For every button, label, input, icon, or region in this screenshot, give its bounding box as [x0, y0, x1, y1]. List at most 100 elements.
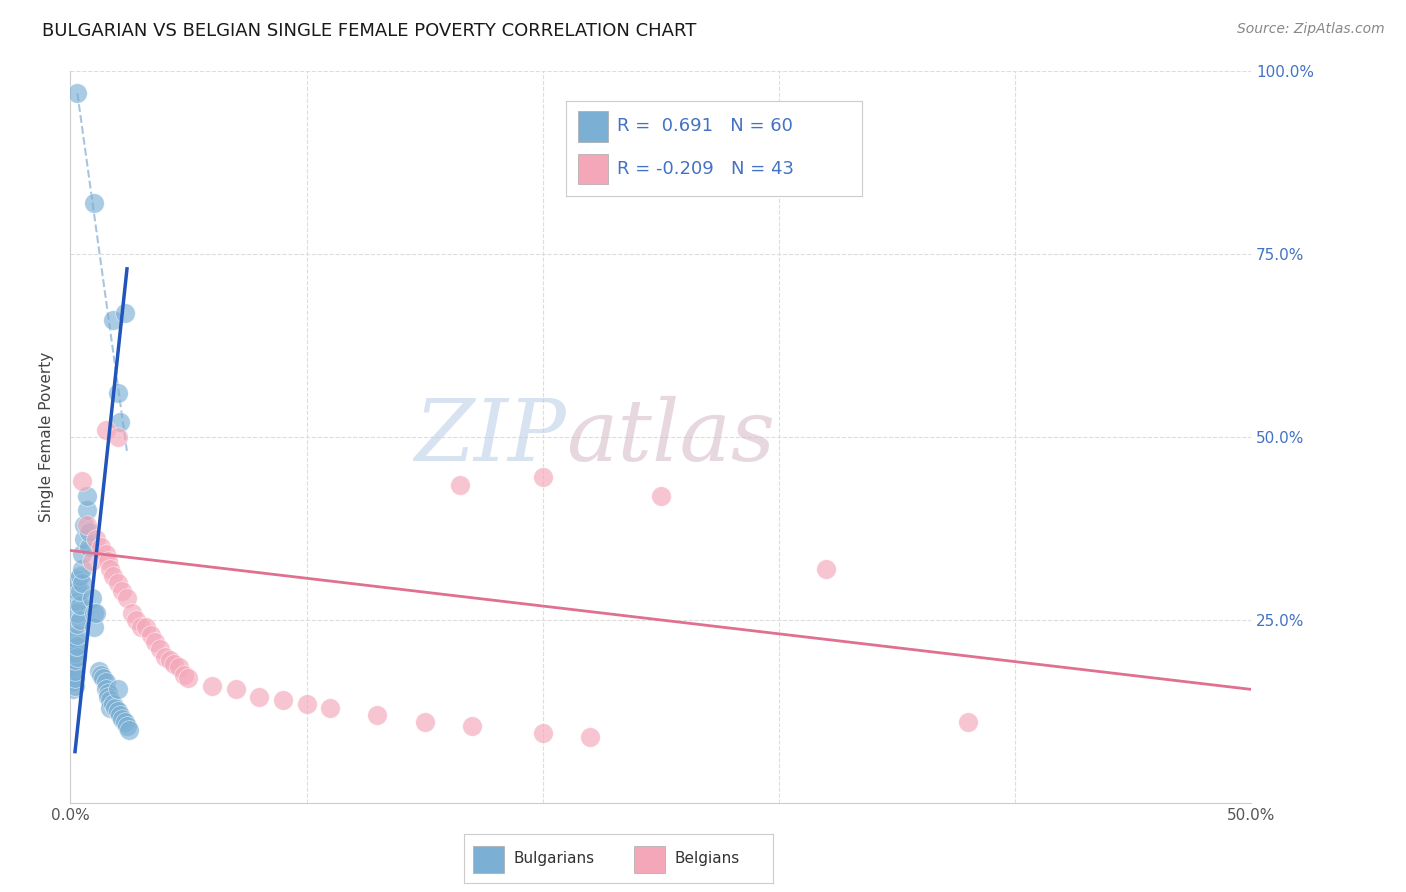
- Point: [115, 591, 138, 605]
- Point: [69, 599, 91, 613]
- Point: [118, 723, 141, 737]
- Text: R = -0.209   N = 43: R = -0.209 N = 43: [616, 160, 793, 178]
- Bar: [474, 847, 505, 873]
- Point: [319, 700, 342, 714]
- Point: [163, 657, 186, 671]
- Bar: [578, 153, 607, 185]
- Point: [129, 620, 152, 634]
- Point: [76, 503, 98, 517]
- Point: [115, 719, 138, 733]
- Point: [70, 576, 93, 591]
- Point: [111, 712, 134, 726]
- Point: [100, 700, 122, 714]
- Point: [66, 583, 89, 598]
- Point: [62, 667, 84, 681]
- Point: [121, 606, 143, 620]
- Point: [63, 664, 86, 678]
- Point: [815, 562, 838, 576]
- Point: [66, 649, 89, 664]
- Point: [531, 470, 554, 484]
- Point: [107, 576, 129, 591]
- Point: [271, 693, 294, 707]
- Point: [66, 627, 89, 641]
- Point: [135, 620, 157, 634]
- Point: [107, 430, 129, 444]
- Point: [93, 672, 115, 686]
- Point: [66, 639, 89, 653]
- Bar: [578, 112, 607, 142]
- Point: [461, 719, 484, 733]
- Point: [90, 540, 112, 554]
- Point: [101, 697, 124, 711]
- Point: [63, 672, 86, 686]
- Bar: [634, 847, 665, 873]
- Text: Belgians: Belgians: [675, 851, 740, 866]
- Point: [94, 423, 117, 437]
- Point: [531, 726, 554, 740]
- Point: [153, 649, 176, 664]
- Point: [80, 591, 103, 605]
- Point: [76, 489, 98, 503]
- Point: [66, 87, 89, 101]
- Point: [149, 642, 172, 657]
- Point: [101, 313, 124, 327]
- Point: [62, 682, 84, 697]
- Point: [77, 525, 100, 540]
- Point: [125, 613, 148, 627]
- Point: [66, 616, 89, 631]
- Point: [100, 562, 122, 576]
- Point: [80, 554, 103, 568]
- Point: [107, 386, 129, 401]
- Point: [173, 667, 195, 681]
- Point: [84, 606, 107, 620]
- Point: [107, 682, 129, 697]
- Point: [97, 690, 120, 704]
- Point: [69, 613, 91, 627]
- Point: [449, 477, 471, 491]
- Point: [247, 690, 270, 704]
- Point: [70, 474, 93, 488]
- Point: [83, 196, 105, 211]
- Point: [143, 635, 166, 649]
- Point: [107, 705, 129, 719]
- Point: [97, 554, 120, 568]
- Text: atlas: atlas: [567, 396, 776, 478]
- Point: [108, 416, 131, 430]
- Point: [201, 679, 224, 693]
- Point: [84, 533, 107, 547]
- Point: [177, 672, 200, 686]
- Point: [63, 679, 86, 693]
- Point: [63, 632, 86, 646]
- Point: [956, 715, 979, 730]
- Point: [114, 306, 136, 320]
- Point: [62, 675, 84, 690]
- Point: [94, 547, 117, 561]
- Point: [295, 697, 318, 711]
- Text: ZIP: ZIP: [415, 396, 567, 478]
- Point: [101, 569, 124, 583]
- Point: [100, 693, 122, 707]
- Point: [104, 700, 127, 714]
- Text: Source: ZipAtlas.com: Source: ZipAtlas.com: [1237, 22, 1385, 37]
- Point: [139, 627, 162, 641]
- Point: [70, 547, 93, 561]
- Point: [77, 540, 100, 554]
- Point: [63, 646, 86, 660]
- Point: [579, 730, 602, 744]
- Point: [63, 639, 86, 653]
- Point: [87, 664, 110, 678]
- Point: [94, 675, 117, 690]
- Point: [69, 583, 91, 598]
- Point: [63, 653, 86, 667]
- Point: [83, 620, 105, 634]
- Point: [366, 708, 388, 723]
- Point: [94, 682, 117, 697]
- Point: [90, 667, 112, 681]
- Point: [108, 708, 131, 723]
- Y-axis label: Single Female Poverty: Single Female Poverty: [39, 352, 55, 522]
- Point: [159, 653, 181, 667]
- Point: [413, 715, 436, 730]
- Point: [97, 686, 120, 700]
- Point: [650, 489, 672, 503]
- Text: R =  0.691   N = 60: R = 0.691 N = 60: [616, 117, 793, 136]
